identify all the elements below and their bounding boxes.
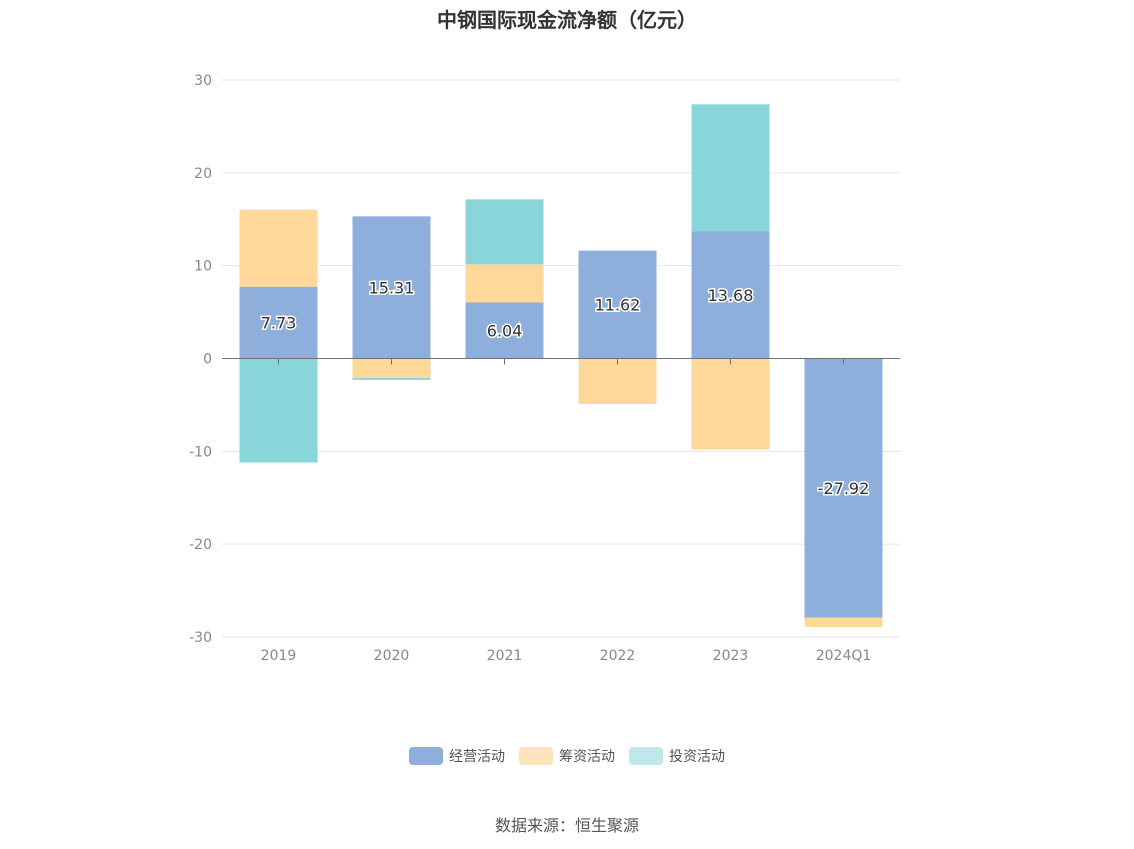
legend-label-financing: 筹资活动 xyxy=(559,749,615,765)
x-tick-label: 2023 xyxy=(713,648,749,664)
y-tick-label: 0 xyxy=(203,352,212,368)
bar-筹资活动-2023[interactable] xyxy=(691,358,770,450)
data-label: 11.62 xyxy=(595,296,641,315)
bar-经营活动-2022[interactable] xyxy=(578,250,657,359)
legend-label-operating: 经营活动 xyxy=(449,749,505,765)
data-label: 13.68 xyxy=(708,286,754,305)
bar-经营活动-2024Q1[interactable] xyxy=(804,358,883,618)
x-tick-label: 2024Q1 xyxy=(816,648,872,664)
legend-swatch-investing xyxy=(629,747,663,765)
legend-swatch-operating xyxy=(409,747,443,765)
data-label: 6.04 xyxy=(487,321,523,340)
bar-筹资活动-2020[interactable] xyxy=(352,358,431,378)
x-tick-label: 2020 xyxy=(374,648,410,664)
y-tick-label: -20 xyxy=(189,537,212,553)
x-tick-label: 2022 xyxy=(600,648,636,664)
bar-经营活动-2021[interactable] xyxy=(465,302,544,359)
y-tick-label: -10 xyxy=(189,444,212,460)
bar-投资活动-2019[interactable] xyxy=(239,358,318,463)
source-note: 数据来源：恒生聚源 xyxy=(494,816,639,835)
bar-筹资活动-2022[interactable] xyxy=(578,358,657,404)
legend-item-investing[interactable]: 投资活动 xyxy=(629,746,725,766)
bar-投资活动-2020[interactable] xyxy=(352,377,431,380)
bar-筹资活动-2024Q1[interactable] xyxy=(804,617,883,627)
y-tick-label: -30 xyxy=(189,630,212,646)
grid-layer xyxy=(222,79,900,638)
x-tick-label: 2021 xyxy=(487,648,523,664)
data-label: 15.31 xyxy=(369,278,415,297)
axis-layer: 30 20 10 0 -10 -20 -30 2019 2020 2021 2022 2023 2024… xyxy=(189,73,900,664)
y-tick-label: 30 xyxy=(194,73,212,89)
legend-item-operating[interactable]: 经营活动 xyxy=(409,746,505,766)
data-label: 7.73 xyxy=(261,314,297,333)
legend-item-financing[interactable]: 筹资活动 xyxy=(519,746,615,766)
legend-swatch-financing xyxy=(519,747,553,765)
bar-经营活动-2023[interactable] xyxy=(691,231,770,359)
label-layer: 7.73 15.31 6.04 11.62 13.68 -27.92 xyxy=(259,277,871,500)
bar-经营活动-2020[interactable] xyxy=(352,216,431,359)
data-label: -27.92 xyxy=(818,479,870,498)
legend-label-investing: 投资活动 xyxy=(669,749,725,765)
bar-投资活动-2023[interactable] xyxy=(691,104,770,232)
bar-筹资活动-2019[interactable] xyxy=(239,209,318,287)
y-tick-label: 10 xyxy=(194,259,212,275)
bar-经营活动-2019[interactable] xyxy=(239,286,318,359)
y-tick-label: 20 xyxy=(194,166,212,182)
bar-投资活动-2021[interactable] xyxy=(465,199,544,265)
chart-title: 中钢国际现金流净额（亿元） xyxy=(437,8,697,32)
bar-layer xyxy=(239,104,883,627)
x-tick-label: 2019 xyxy=(261,648,297,664)
bar-筹资活动-2021[interactable] xyxy=(465,264,544,303)
legend: 经营活动 筹资活动 投资活动 xyxy=(0,746,1134,766)
